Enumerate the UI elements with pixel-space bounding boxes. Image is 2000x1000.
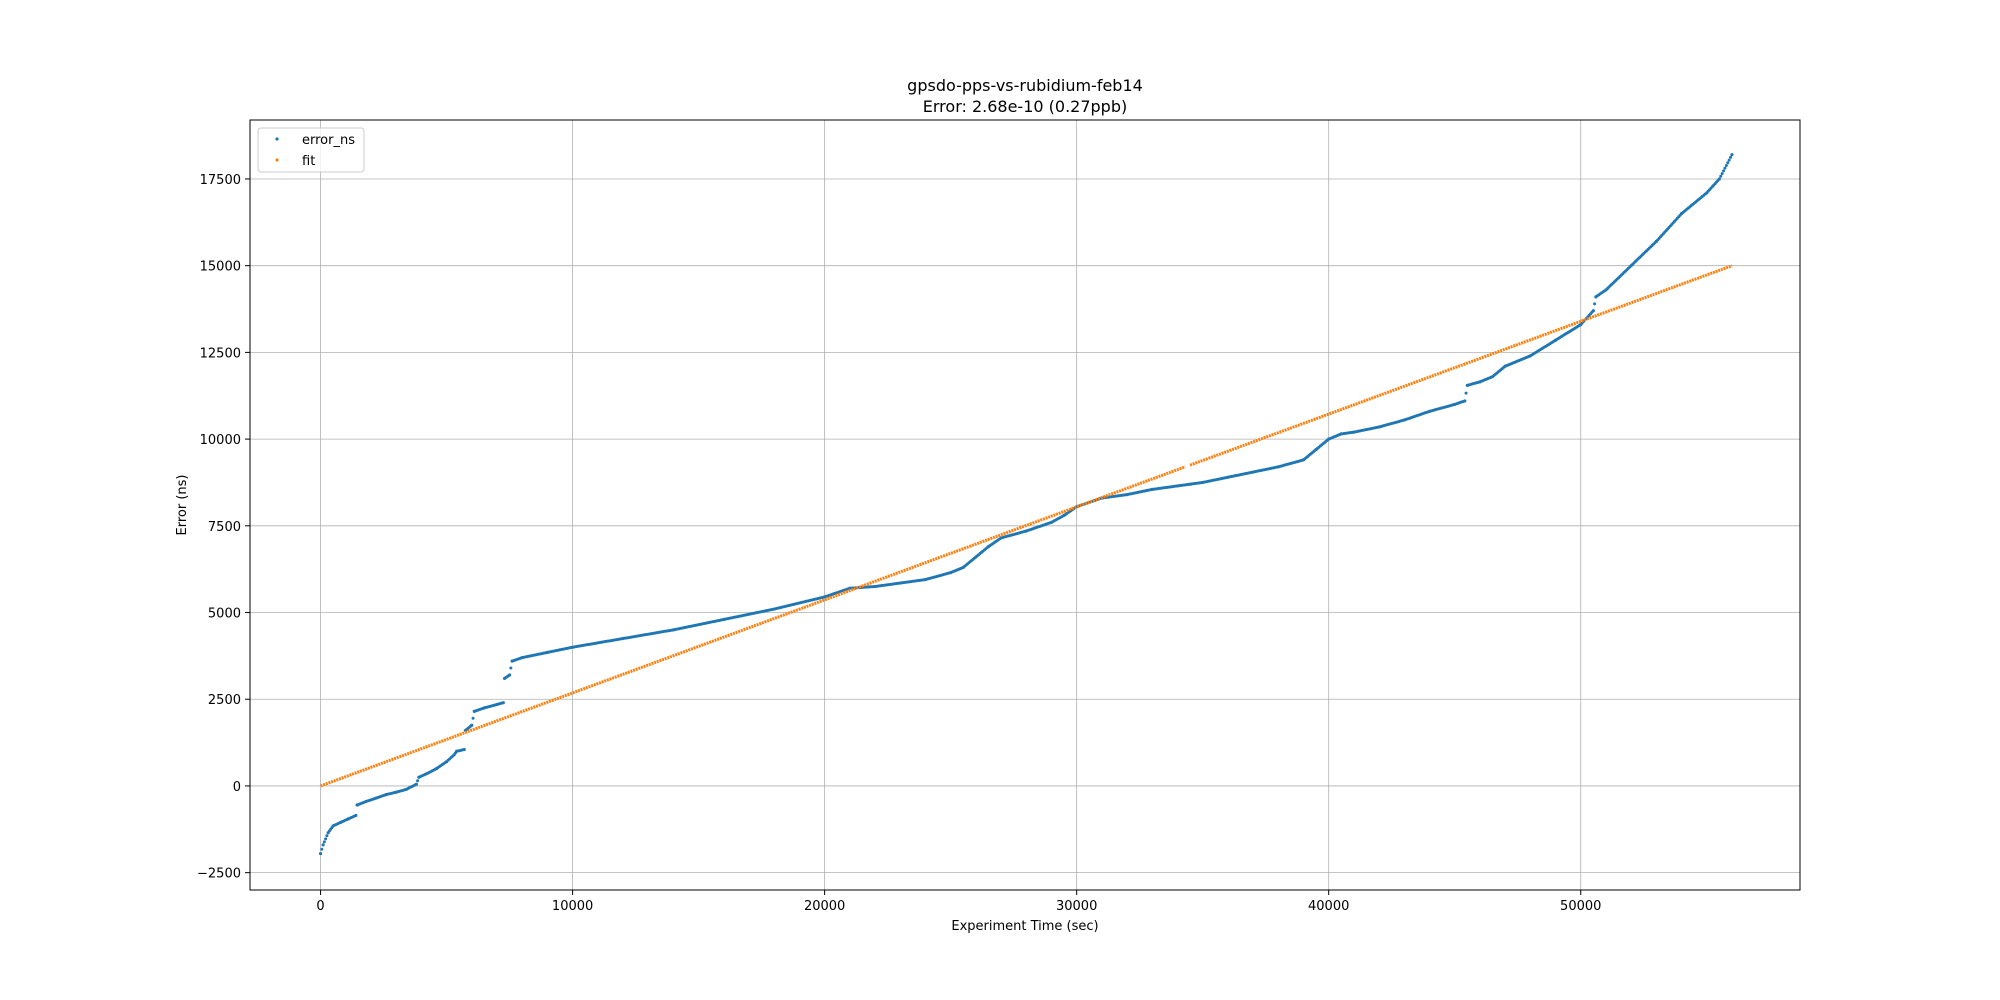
error-ns-point [471,716,475,720]
axes-frame [249,119,1801,891]
y-tick-label: 10000 [200,433,241,448]
error-ns-point [325,834,329,838]
error-ns-point [1464,391,1468,395]
error-ns-point [318,851,323,856]
y-axis-label: Error (ns) [175,475,190,536]
y-axis-ticks: −2500 0 2500 5000 7500 10000 12500 15000 17500 [197,173,250,882]
error-ns-point [1730,153,1734,157]
x-axis-ticks: 0 10000 20000 30000 40000 50000 [316,890,1601,914]
error-ns-point [354,813,358,818]
error-ns-point [501,701,505,705]
x-axis-label: Experiment Time (sec) [951,919,1098,934]
error-ns-point [1591,309,1595,313]
legend-label-fit: fit [302,154,315,169]
error-ns-point [1723,166,1727,170]
error-ns-point [1719,174,1723,178]
error-ns-point [320,847,324,851]
error-ns-point [462,747,466,752]
error-ns-point [509,666,513,670]
chart-title: gpsdo-pps-vs-rubidium-feb14 [907,76,1143,95]
x-tick-label: 20000 [804,899,845,914]
x-tick-label: 0 [316,899,324,914]
y-tick-label: 17500 [200,173,241,188]
error-ns-point [1717,177,1721,181]
y-tick-label: 2500 [208,693,241,708]
error-ns-point [414,782,418,786]
error-ns-point [507,673,512,677]
y-tick-label: 12500 [200,346,241,361]
y-tick-label: −2500 [197,867,241,882]
error-ns-point [1463,399,1467,403]
error-ns-point [1727,158,1731,162]
series-error-ns [318,153,1734,856]
y-tick-label: 0 [233,780,241,795]
x-tick-label: 10000 [552,899,593,914]
x-tick-label: 40000 [1308,899,1349,914]
error-ns-point [1724,163,1728,167]
error-ns-point [324,837,328,841]
error-ns-point [1729,155,1733,159]
y-tick-label: 5000 [208,607,241,622]
y-tick-label: 15000 [200,260,241,275]
fit-segment [320,465,1186,788]
error-ns-point [321,843,325,847]
error-ns-point [322,840,326,844]
legend-label-error-ns: error_ns [302,133,355,148]
fit-segment [1189,264,1733,467]
series-fit [320,264,1733,788]
chart-subtitle: Error: 2.68e-10 (0.27ppb) [923,97,1127,116]
legend: error_ns fit [257,127,365,173]
legend-marker-fit [275,158,279,162]
error-ns-point [470,723,474,727]
error-ns-point [1593,302,1597,306]
legend-frame [257,127,365,173]
plot-data [318,153,1734,856]
y-tick-label: 7500 [208,520,241,535]
error-ns-point [416,779,420,783]
error-ns-point [1722,169,1726,173]
error-ns-point [1726,161,1730,165]
x-tick-label: 30000 [1056,899,1097,914]
legend-marker-error-ns [275,137,279,141]
x-tick-label: 50000 [1560,899,1601,914]
error-ns-point [1720,172,1724,176]
